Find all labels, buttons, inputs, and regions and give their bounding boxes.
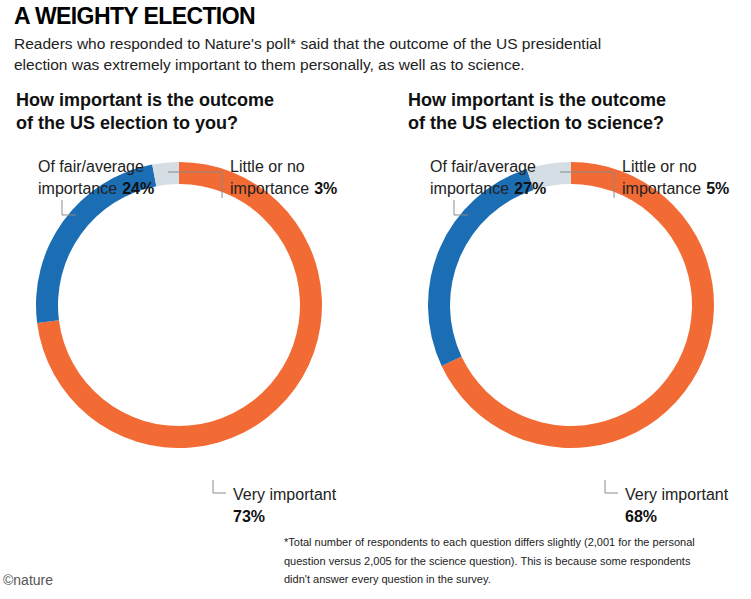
- slice: [152, 162, 179, 186]
- figure: A WEIGHTY ELECTION Readers who responded …: [0, 0, 751, 599]
- data-label: 73%: [233, 508, 265, 525]
- chart-title: How important is the outcome: [16, 90, 274, 110]
- footnote: didn't answer every question in the surv…: [284, 573, 491, 585]
- subtitle: election was extremely important to them…: [14, 56, 525, 73]
- category-label: importance: [430, 180, 509, 197]
- label-line: importance 27%: [430, 180, 546, 197]
- subtitle: Readers who responded to Nature's poll* …: [14, 35, 601, 52]
- chart-title: How important is the outcome: [408, 90, 666, 110]
- label-line: 73%: [233, 508, 265, 525]
- data-label: 27%: [514, 180, 546, 197]
- chart-title: of the US election to science?: [408, 113, 664, 133]
- leader-line: [168, 172, 222, 198]
- category-label: importance: [38, 180, 117, 197]
- label-line: importance 24%: [38, 180, 154, 197]
- title: A WEIGHTY ELECTION: [14, 3, 255, 29]
- footnote: *Total number of respondents to each que…: [284, 536, 695, 548]
- leader-line: [62, 200, 76, 215]
- data-label: 24%: [122, 180, 154, 197]
- footnote: question versus 2,005 for the science qu…: [284, 555, 691, 567]
- category-label: Little or no: [230, 158, 305, 175]
- leader-line: [605, 480, 618, 493]
- credit: ©nature: [3, 572, 53, 588]
- category-label: Little or no: [622, 158, 697, 175]
- leader-line: [213, 480, 226, 493]
- slices: [36, 162, 322, 448]
- leader-line: [454, 200, 468, 215]
- slices: [428, 162, 714, 448]
- category-label: Very important: [233, 486, 337, 503]
- leader-line: [560, 172, 614, 198]
- label-line: importance 5%: [622, 180, 729, 197]
- slice: [428, 169, 534, 366]
- category-label: importance: [230, 180, 309, 197]
- data-label: 68%: [625, 508, 657, 525]
- label-line: importance 3%: [230, 180, 337, 197]
- category-label: Of fair/average: [430, 158, 536, 175]
- label-line: 68%: [625, 508, 657, 525]
- chart-title: of the US election to you?: [16, 113, 238, 133]
- chart-panel: How important is the outcome of the US el…: [408, 90, 729, 525]
- category-label: Of fair/average: [38, 158, 144, 175]
- category-label: Very important: [625, 486, 729, 503]
- category-label: importance: [622, 180, 701, 197]
- data-label: 5%: [706, 180, 729, 197]
- data-label: 3%: [314, 180, 337, 197]
- slice: [36, 165, 156, 323]
- chart-panel: How important is the outcome of the US el…: [16, 90, 337, 525]
